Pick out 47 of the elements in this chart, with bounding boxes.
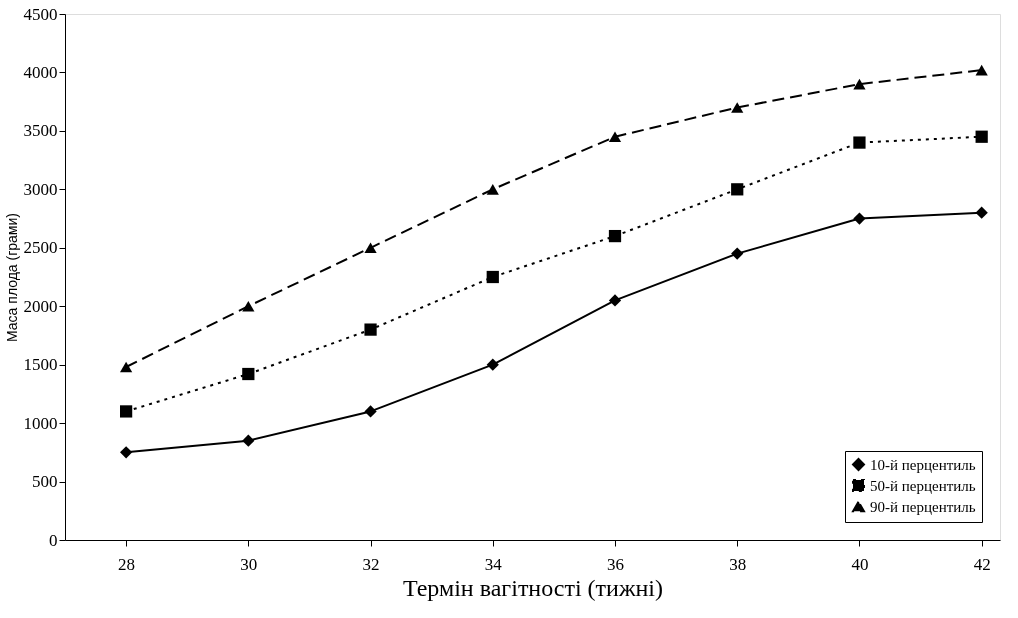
point xyxy=(975,130,988,143)
x-tick-label: 30 xyxy=(240,554,258,574)
point xyxy=(364,323,377,336)
y-tick-label: 500 xyxy=(32,472,58,492)
y-axis-title: Маса плода (грами) xyxy=(3,213,20,342)
point xyxy=(364,242,377,254)
point xyxy=(119,446,133,459)
y-tick-label: 1000 xyxy=(23,413,58,433)
point xyxy=(486,184,499,195)
x-tick-label: 42 xyxy=(973,554,991,574)
y-tick-label: 0 xyxy=(49,530,58,550)
y-tick-label: 1500 xyxy=(23,355,58,375)
point xyxy=(731,247,744,260)
point xyxy=(242,300,255,312)
point xyxy=(608,294,622,307)
x-tick-label: 34 xyxy=(484,554,503,574)
point xyxy=(853,136,866,149)
y-tick-label: 4500 xyxy=(23,4,58,24)
legend-label: 10-й перцентиль xyxy=(870,456,976,473)
x-tick-label: 28 xyxy=(118,554,136,574)
point xyxy=(975,64,988,76)
point xyxy=(853,78,866,90)
point xyxy=(975,206,988,219)
point xyxy=(119,361,133,373)
y-tick-label: 3000 xyxy=(23,179,58,199)
x-tick-label: 32 xyxy=(362,554,380,574)
point xyxy=(853,212,866,225)
point xyxy=(608,131,622,143)
x-tick-label: 40 xyxy=(851,554,869,574)
point xyxy=(486,270,499,284)
point xyxy=(608,229,622,243)
point xyxy=(119,405,133,418)
x-tick-label: 36 xyxy=(607,554,624,574)
y-tick-label: 2500 xyxy=(23,238,58,258)
point xyxy=(731,102,744,113)
y-tick-label: 4000 xyxy=(23,62,58,82)
point xyxy=(364,405,377,418)
point xyxy=(242,367,255,381)
legend-label: 50-й перцентиль xyxy=(870,477,976,494)
y-tick-label: 2000 xyxy=(23,296,58,316)
point xyxy=(242,434,255,447)
x-axis-title: Термін вагітності (тижні) xyxy=(402,574,664,601)
x-tick-label: 38 xyxy=(729,554,747,574)
legend-label: 90-й перцентиль xyxy=(870,498,976,515)
y-tick-label: 3500 xyxy=(23,121,58,141)
point xyxy=(486,358,499,371)
point xyxy=(731,183,744,196)
